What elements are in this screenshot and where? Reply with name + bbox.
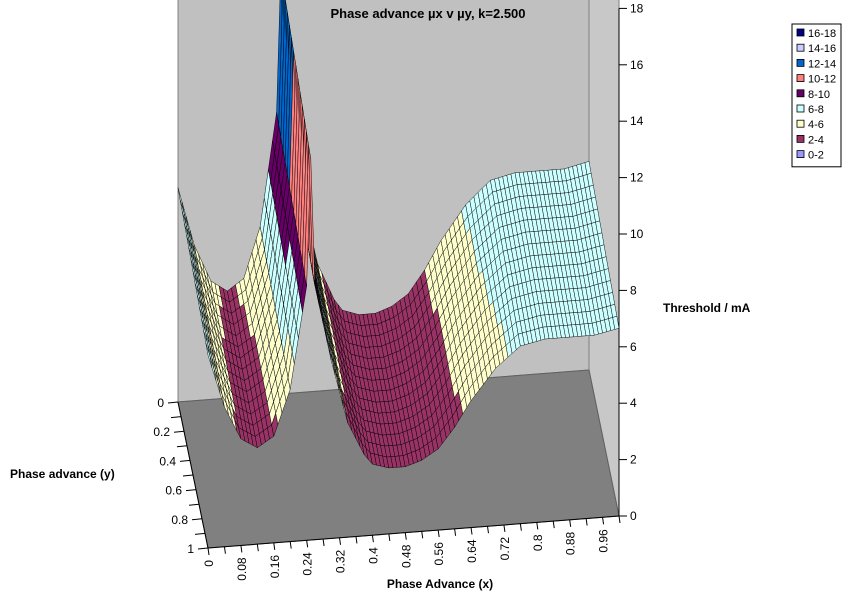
z-tick-label: 16 <box>630 58 644 72</box>
y-tick <box>197 547 209 550</box>
y-tick <box>191 518 203 521</box>
x-tick <box>207 547 210 556</box>
x-tick <box>355 536 358 544</box>
y-tick-label: 1 <box>187 542 194 556</box>
z-tick-label: 8 <box>630 283 637 297</box>
x-tick-label: 0 <box>202 560 216 567</box>
x-tick <box>486 526 489 534</box>
x-tick <box>289 541 292 549</box>
z-tick-label: 18 <box>630 1 644 15</box>
x-tick <box>585 518 588 526</box>
x-tick-label: 0.48 <box>399 544 413 568</box>
x-tick <box>618 515 621 524</box>
y-tick-label: 0.4 <box>159 454 176 468</box>
x-tick-label: 0.4 <box>366 547 380 564</box>
legend-swatch <box>796 150 805 159</box>
legend-label: 14-16 <box>808 43 836 55</box>
y-tick <box>179 459 191 462</box>
x-tick <box>273 542 276 550</box>
x-tick <box>371 535 374 543</box>
z-tick-label: 0 <box>630 509 637 523</box>
x-tick <box>519 523 522 531</box>
y-tick <box>182 474 194 477</box>
legend-swatch <box>796 104 805 113</box>
x-tick <box>552 521 555 529</box>
legend-label: 6-8 <box>808 104 824 116</box>
x-tick <box>470 527 473 535</box>
x-tick-label: 0.96 <box>597 529 611 553</box>
legend-label: 8-10 <box>808 89 830 101</box>
z-tick-label: 6 <box>630 340 637 354</box>
z-tick-label: 2 <box>630 453 637 467</box>
legend-swatch <box>796 74 805 82</box>
y-tick-label: 0.2 <box>153 425 170 439</box>
legend-swatch <box>796 28 805 37</box>
legend-label: 2-4 <box>808 134 824 146</box>
x-tick-label: 0.56 <box>432 542 446 566</box>
legend-label: 12-14 <box>808 58 836 70</box>
z-tick-label: 12 <box>630 171 644 185</box>
legend-swatch <box>796 59 805 67</box>
y-tick <box>194 532 206 535</box>
x-axis-title: Phase Advance (x) <box>387 577 493 591</box>
z-axis-title: Threshold / mA <box>663 301 751 315</box>
x-tick-label: 0.64 <box>465 539 479 563</box>
legend-label: 4-6 <box>808 119 824 131</box>
x-axis-line <box>207 515 620 549</box>
x-tick <box>322 538 325 547</box>
surface-patch <box>612 316 620 330</box>
x-tick-label: 0.8 <box>531 534 545 551</box>
y-axis-title: Phase advance (y) <box>10 467 115 481</box>
surface-mesh <box>177 0 620 469</box>
y-tick-label: 0.8 <box>171 513 188 527</box>
x-tick <box>256 544 259 552</box>
surface-patch <box>276 0 283 125</box>
legend-label: 0-2 <box>808 150 824 162</box>
legend-label: 16-18 <box>808 28 836 40</box>
z-tick-label: 14 <box>630 114 644 128</box>
y-tick-label: 0 <box>157 396 164 410</box>
chart-title: Phase advance µx v µy, k=2.500 <box>330 6 525 21</box>
surface-patch <box>278 0 286 138</box>
x-tick <box>569 519 572 527</box>
x-tick <box>503 524 506 533</box>
y-tick-label: 0.6 <box>165 484 182 498</box>
x-tick <box>223 546 226 554</box>
x-tick <box>536 522 539 530</box>
y-tick <box>185 489 197 492</box>
x-tick-label: 0.16 <box>268 555 282 579</box>
x-tick-label: 0.88 <box>564 531 578 555</box>
legend-label: 10-12 <box>808 74 836 86</box>
x-tick <box>421 531 424 539</box>
x-tick <box>404 532 407 540</box>
z-tick-label: 4 <box>630 396 637 410</box>
x-tick-label: 0.72 <box>498 537 512 561</box>
legend-swatch <box>796 89 805 98</box>
x-tick-label: 0.08 <box>235 557 249 581</box>
x-tick <box>388 533 391 541</box>
z-tick-label: 10 <box>630 227 644 241</box>
y-tick <box>170 416 182 419</box>
y-tick <box>167 401 179 404</box>
x-tick <box>437 530 440 538</box>
legend-swatch <box>796 134 805 143</box>
legend-swatch <box>796 119 805 128</box>
x-tick <box>306 540 309 548</box>
y-tick <box>188 503 200 506</box>
legend: 16-18 14-16 12-14 10-12 8-10 6-8 4-6 2-4 0-2 <box>791 23 842 168</box>
x-tick <box>602 517 605 525</box>
y-tick <box>173 430 185 433</box>
legend-swatch <box>796 43 805 52</box>
x-tick-label: 0.32 <box>334 549 348 573</box>
y-tick <box>176 445 188 448</box>
x-tick <box>339 537 342 545</box>
x-tick-label: 0.24 <box>301 552 315 576</box>
x-tick <box>454 528 457 536</box>
x-tick <box>240 545 243 553</box>
